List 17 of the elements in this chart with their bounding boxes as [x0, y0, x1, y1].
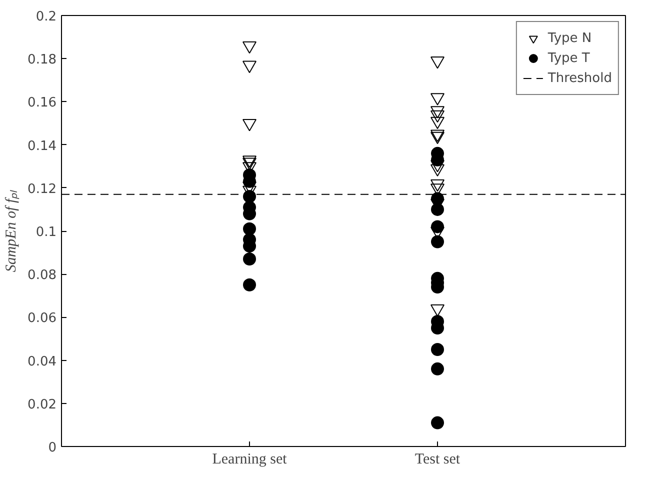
- y-axis-title: SampEn of fₚₗ: [4, 188, 20, 272]
- y-tick-label: 0.14: [28, 138, 57, 154]
- y-tick-label: 0.02: [28, 397, 57, 412]
- y-tick-label: 0.16: [28, 96, 57, 111]
- legend-label: Threshold: [548, 70, 612, 86]
- x-tick-label: Test set: [414, 452, 461, 468]
- x-tick-label: Learning set: [212, 452, 288, 468]
- legend-label: Type N: [548, 30, 592, 46]
- y-tick-label: 0.1: [36, 225, 57, 240]
- y-tick-label: 0.04: [28, 354, 57, 370]
- y-tick-label: 0.08: [28, 268, 57, 284]
- y-tick-label: 0: [48, 440, 57, 456]
- y-tick-label: 0.18: [28, 52, 57, 68]
- y-tick-label: 0.12: [28, 182, 57, 197]
- y-tick-label: 0.06: [28, 311, 57, 326]
- legend-label: Type T: [548, 50, 590, 66]
- y-tick-label: 0.2: [36, 10, 57, 24]
